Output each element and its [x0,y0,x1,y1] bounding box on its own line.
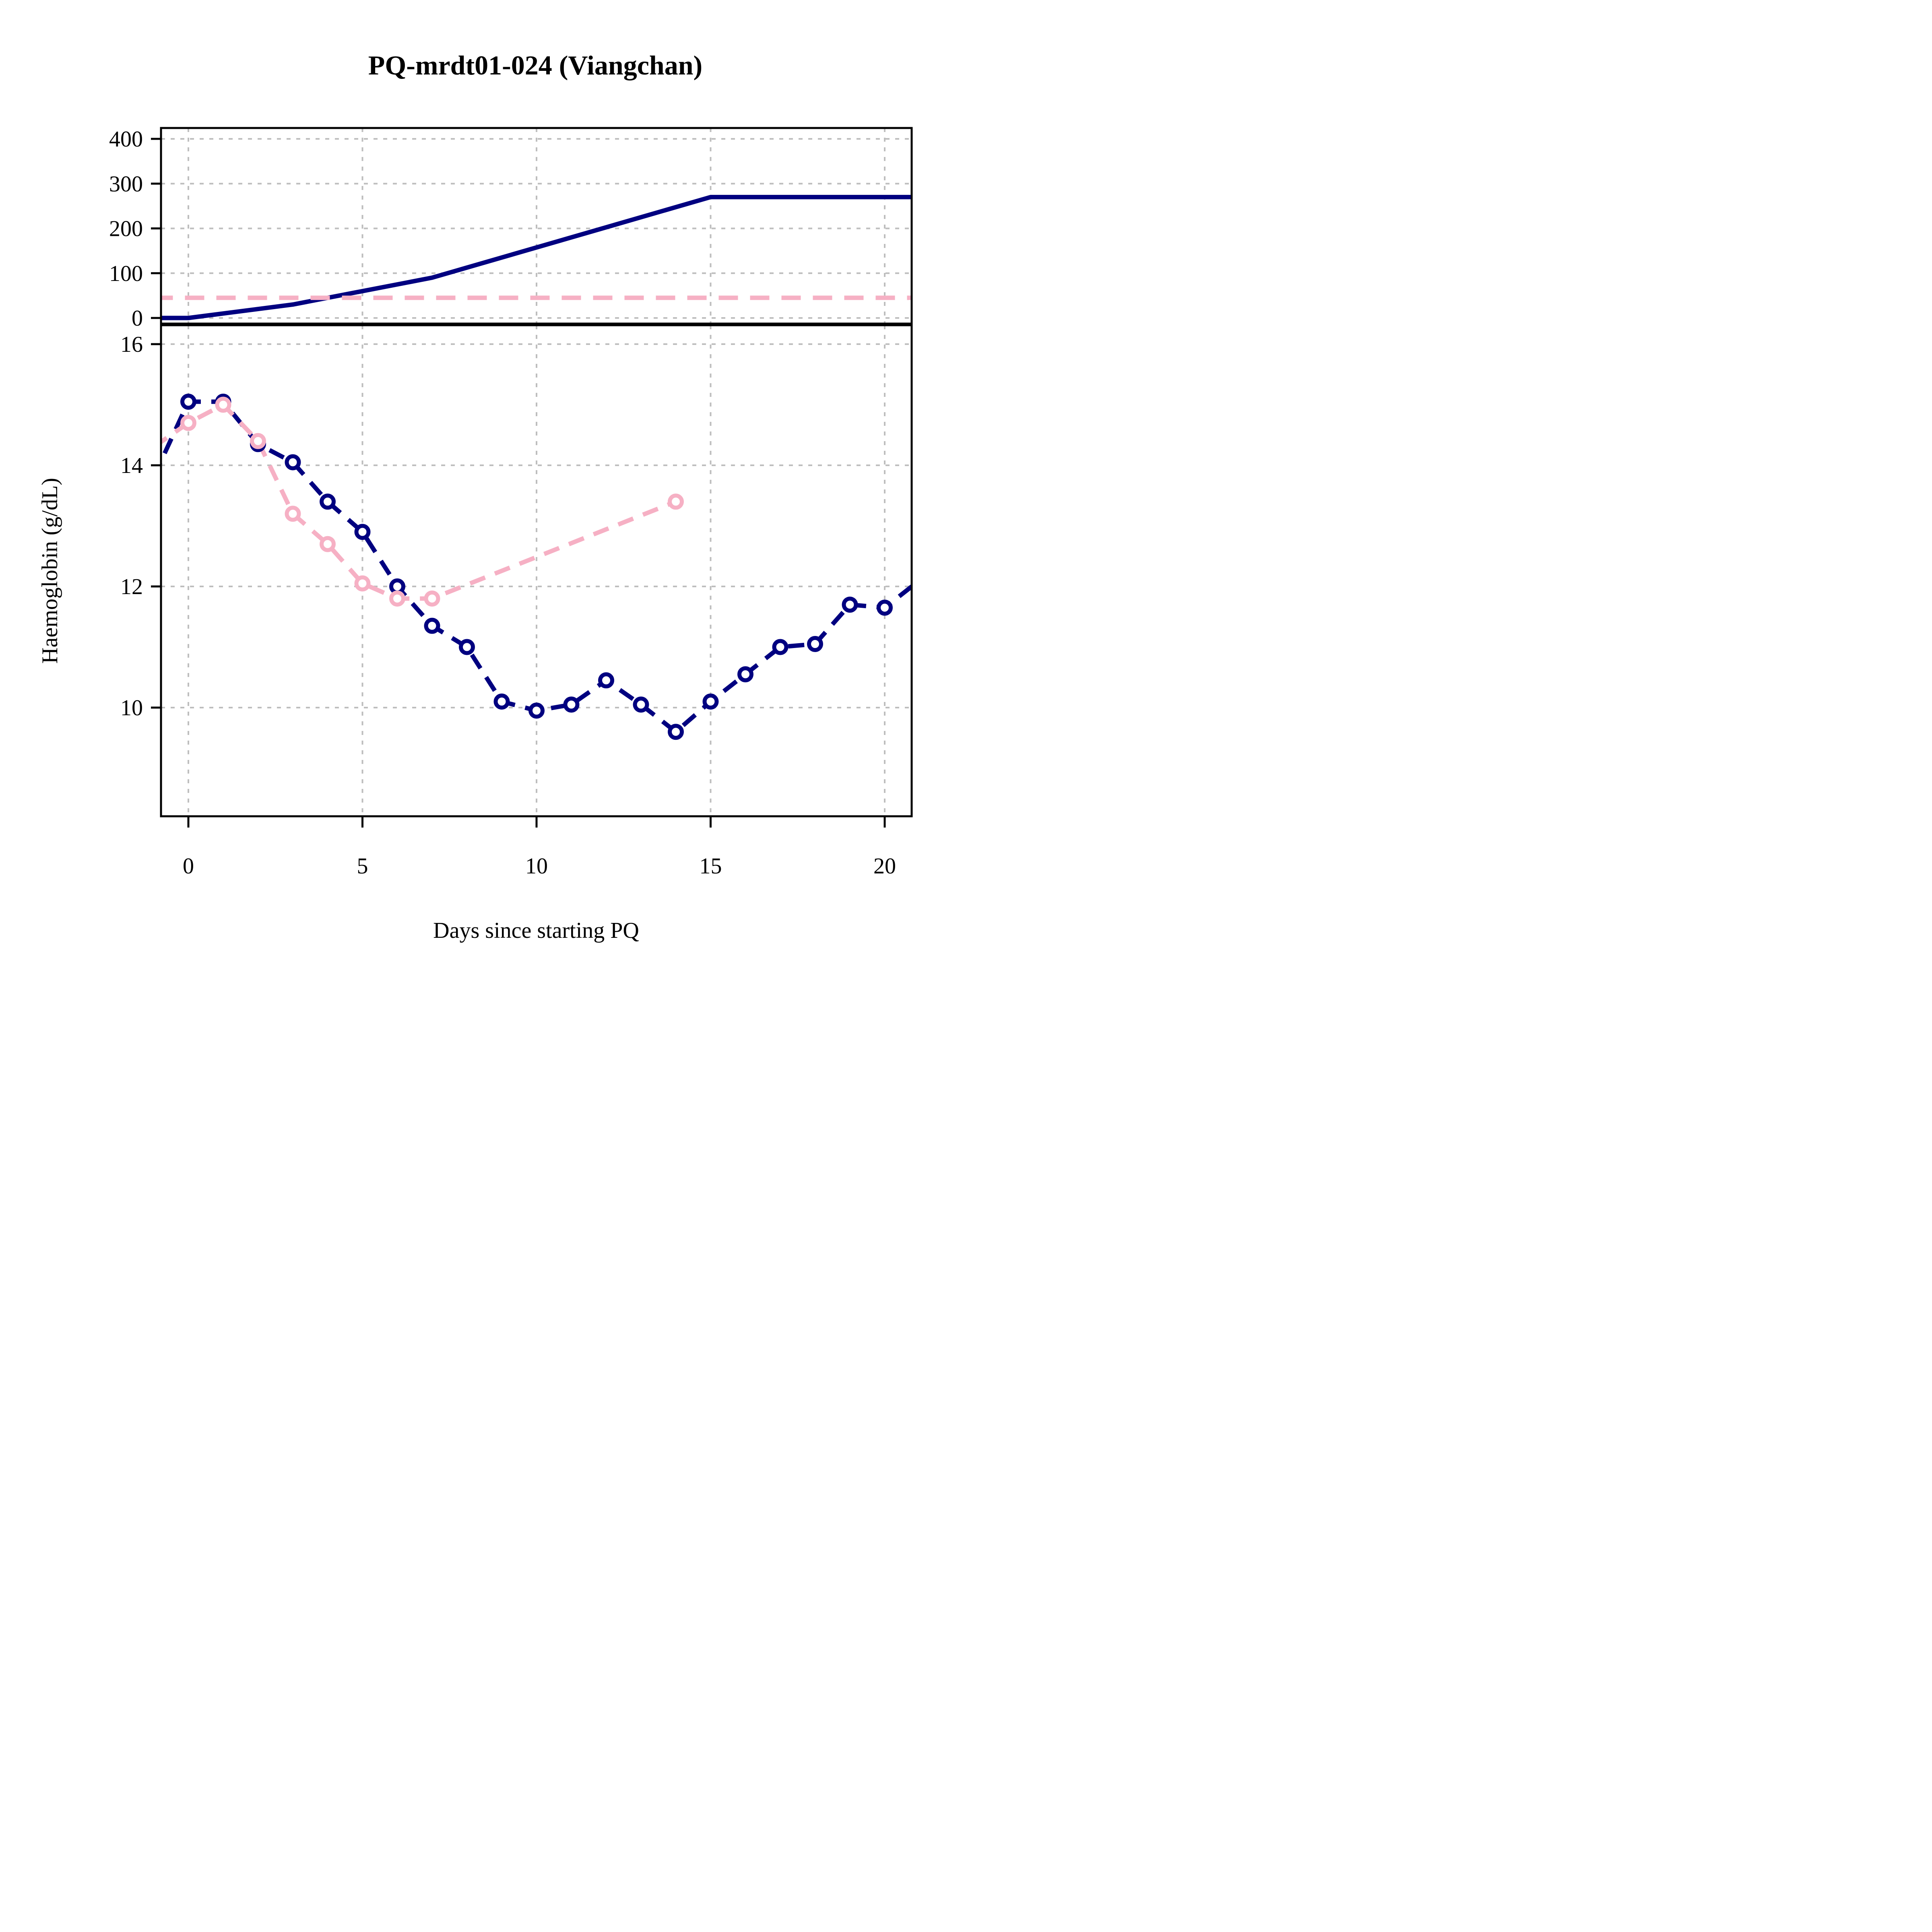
series-line [161,195,912,320]
x-axis-label: Days since starting PQ [433,918,639,943]
data-point [668,724,684,740]
dose-panel-frame [160,127,913,325]
data-point [180,394,196,410]
y-tick-label: 300 [109,171,143,196]
data-point [250,433,266,449]
data-point [563,696,580,713]
data-point [389,590,405,607]
data-point [737,666,753,683]
series-line [161,402,677,601]
x-tick-label: 20 [873,854,896,879]
data-point [354,524,371,540]
data-point [772,639,788,655]
data-point [354,575,371,592]
x-tick-label: 10 [525,854,548,879]
y-tick-label: 100 [109,261,143,286]
data-point [285,454,301,471]
data-point [702,694,719,710]
data-point [807,636,823,652]
data-point [633,696,649,713]
dose-panel-series [161,195,912,320]
data-point [668,493,684,510]
y-tick-label: 16 [120,332,143,357]
chart-title: PQ-mrdt01-024 (Viangchan) [368,50,702,80]
data-point [493,694,510,710]
y-tick-label: 400 [109,127,143,152]
haemoglobin-panel: 10 12 14 16 [120,324,913,817]
y-tick-label: 14 [120,453,143,478]
data-point [598,672,614,689]
x-axis: 0 5 10 15 20 [183,816,896,879]
data-point [424,590,440,607]
y-tick-label: 0 [132,306,143,331]
data-point [842,597,858,613]
haemoglobin-panel-grid [161,325,912,816]
haemoglobin-panel-y-axis: 10 12 14 16 [120,332,161,720]
data-point [215,396,231,413]
haemoglobin-panel-markers [180,394,893,740]
dose-panel-grid [161,128,912,324]
data-point [424,617,440,634]
data-point [459,639,475,655]
y-tick-label: 10 [120,696,143,720]
x-tick-label: 5 [357,854,368,879]
data-point [320,493,336,510]
y-axis-label: Haemoglobin (g/dL) [37,478,62,664]
y-tick-label: 200 [109,217,143,242]
data-point [877,599,893,616]
data-point [528,702,545,719]
x-tick-label: 0 [183,854,194,879]
dose-panel: 0 100 200 300 400 [109,127,913,331]
y-tick-label: 12 [120,574,143,599]
data-point [285,506,301,522]
data-point [180,415,196,431]
data-point [320,536,336,552]
dose-panel-y-axis: 0 100 200 300 400 [109,127,161,331]
x-tick-label: 15 [700,854,722,879]
